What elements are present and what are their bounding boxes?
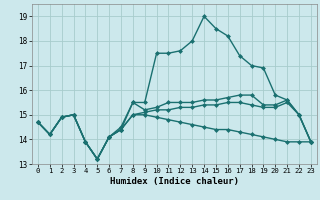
X-axis label: Humidex (Indice chaleur): Humidex (Indice chaleur) xyxy=(110,177,239,186)
